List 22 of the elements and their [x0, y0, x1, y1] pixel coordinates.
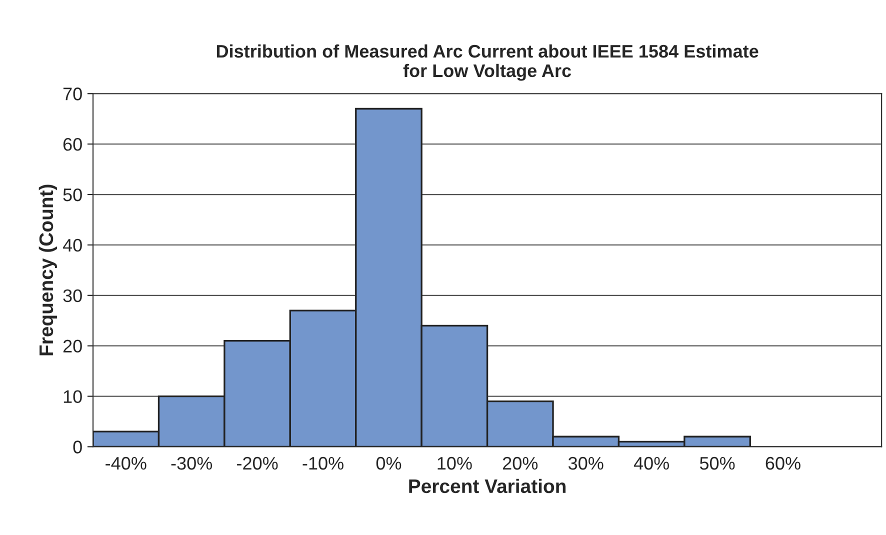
x-tick-label: -40% — [106, 456, 146, 470]
y-tick-label: 70 — [63, 88, 82, 100]
x-tick-label: -10% — [302, 456, 344, 470]
y-tick-label: 30 — [63, 289, 82, 302]
y-tick-label: 0 — [73, 440, 82, 454]
x-tick-label: 30% — [568, 456, 604, 470]
x-tick-label: 50% — [700, 456, 735, 470]
y-tick-label: 10 — [64, 390, 82, 403]
y-axis-title: Frequency (Count) — [38, 184, 57, 356]
x-tick-label: -20% — [237, 456, 278, 470]
x-tick-label: 0% — [376, 456, 402, 470]
x-tick-label: -30% — [171, 456, 212, 470]
x-axis-title: Percent Variation — [409, 478, 566, 494]
y-tick-label: 60 — [63, 138, 82, 151]
y-tick-label: 50 — [63, 188, 82, 202]
y-tick-label: 20 — [63, 340, 82, 353]
chart-title: Distribution of Measured Arc Current about IEEE 1584 Estimate for Low Voltage Arc — [216, 44, 758, 81]
x-tick-label: 20% — [502, 456, 538, 470]
x-tick-label: 10% — [438, 456, 472, 470]
x-tick-label: 40% — [634, 456, 670, 470]
y-tick-label: 40 — [62, 238, 82, 252]
x-tick-label: 60% — [766, 456, 800, 470]
